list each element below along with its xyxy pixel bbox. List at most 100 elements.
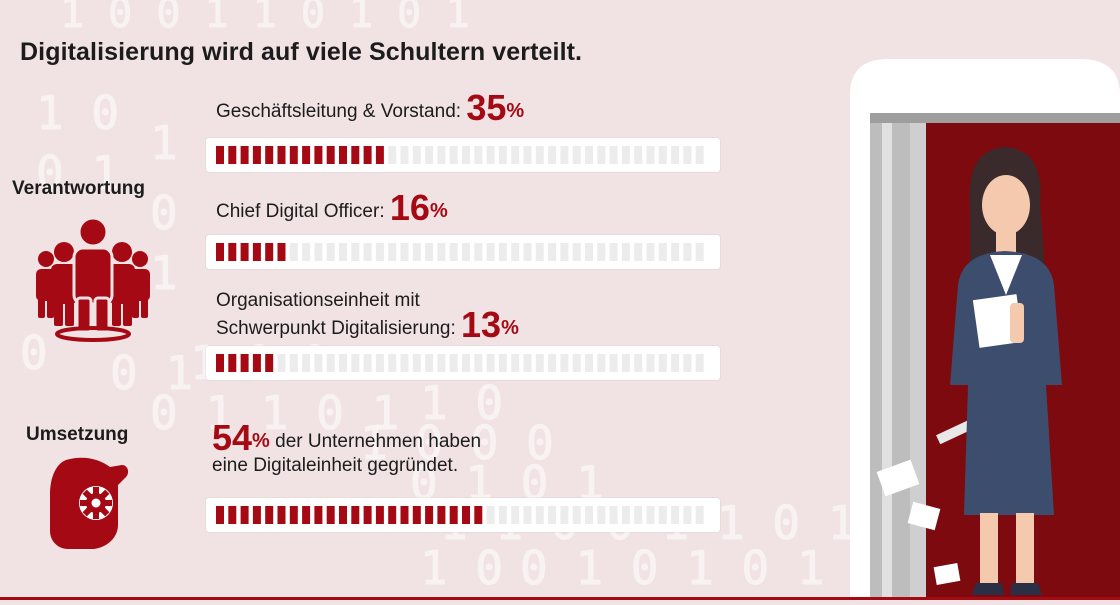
bar-segment-empty — [449, 354, 458, 372]
row-label-organisationseinheit: Organisationseinheit mit Schwerpunkt Dig… — [216, 289, 519, 343]
section-label-verantwortung: Verantwortung — [12, 178, 146, 199]
row-label-text: Chief Digital Officer: — [216, 201, 385, 222]
bar-segment-empty — [314, 354, 323, 372]
row-label-cdo: Chief Digital Officer: 16% — [216, 190, 448, 226]
bar-segment-empty — [572, 243, 581, 261]
bar-segment-empty — [339, 243, 347, 261]
bar-segment-filled — [289, 506, 298, 524]
bar-segment-empty — [634, 146, 643, 164]
bar-segment-empty — [560, 146, 569, 164]
bar-segment-filled — [277, 506, 286, 524]
bar-segment-filled — [326, 506, 335, 524]
row-text-line1: der Unternehmen haben — [269, 431, 482, 452]
bar-segment-filled — [449, 506, 458, 524]
percent-sign: % — [429, 200, 448, 222]
row-label-text: Geschäftsleitung & Vorstand: — [216, 101, 462, 122]
bar-segment-empty — [585, 146, 593, 164]
bar-segment-empty — [511, 354, 520, 372]
bar-segment-filled — [265, 146, 274, 164]
bar-segment-filled — [252, 354, 261, 372]
bar-segment-empty — [523, 146, 532, 164]
bar-segment-filled — [240, 243, 249, 261]
bar-segment-filled — [216, 506, 224, 524]
bar-segment-empty — [412, 354, 421, 372]
bar-segment-filled — [265, 243, 274, 261]
woman-in-door-illustration — [840, 55, 1120, 600]
bar-segment-filled — [228, 243, 237, 261]
bar-segment-empty — [683, 354, 692, 372]
bar-segment-empty — [302, 354, 311, 372]
bar-segment-empty — [474, 146, 483, 164]
bar-segment-empty — [511, 243, 520, 261]
bar-segment-filled — [240, 146, 249, 164]
bar-segment-empty — [449, 146, 458, 164]
bar-segment-empty — [523, 243, 532, 261]
bar-segment-empty — [695, 354, 704, 372]
bar-segment-empty — [572, 506, 581, 524]
bar-segment-empty — [634, 506, 643, 524]
bar-segment-empty — [437, 146, 446, 164]
bar-segment-empty — [425, 354, 434, 372]
bar-segment-empty — [634, 243, 643, 261]
row-label-digitaleinheit: 54% der Unternehmen haben eine Digitalei… — [212, 420, 482, 478]
bar-segment-empty — [363, 354, 372, 372]
bar-segment-empty — [585, 354, 593, 372]
bar-segment-empty — [535, 243, 544, 261]
percent-sign: % — [252, 430, 270, 452]
bar-segment-empty — [646, 354, 655, 372]
bar-segment-empty — [548, 243, 557, 261]
bar-segment-filled — [240, 354, 249, 372]
bar-segment-empty — [683, 243, 692, 261]
bar-segment-filled — [216, 243, 224, 261]
bar-segment-filled — [351, 506, 360, 524]
bar-segment-empty — [585, 243, 593, 261]
bar-segment-empty — [498, 354, 507, 372]
bar-segment-empty — [597, 354, 606, 372]
bar-cdo — [206, 235, 720, 269]
bar-segment-filled — [216, 354, 224, 372]
percent-value: 35 — [466, 87, 507, 128]
bar-segment-filled — [302, 146, 311, 164]
bar-segment-empty — [437, 354, 446, 372]
bar-segment-filled — [400, 506, 409, 524]
bar-segment-empty — [671, 243, 680, 261]
bar-organisationseinheit — [206, 346, 720, 380]
bar-segment-empty — [646, 243, 655, 261]
bar-segment-filled — [252, 243, 261, 261]
bar-segment-empty — [437, 243, 446, 261]
bar-segment-filled — [228, 354, 237, 372]
bar-segment-filled — [326, 146, 335, 164]
bar-segment-empty — [658, 506, 667, 524]
bar-segment-empty — [511, 146, 520, 164]
bar-segment-empty — [695, 506, 704, 524]
bar-segment-empty — [634, 354, 643, 372]
row-text-line2: eine Digitaleinheit gegründet. — [212, 455, 459, 476]
page-title: Digitalisierung wird auf viele Schultern… — [20, 38, 583, 66]
bar-segment-empty — [646, 506, 655, 524]
bar-segment-empty — [523, 506, 532, 524]
hand-gear-icon — [44, 455, 134, 560]
bar-segment-empty — [548, 506, 557, 524]
bar-segment-filled — [388, 506, 397, 524]
bar-segment-empty — [486, 243, 495, 261]
bar-segment-empty — [326, 243, 335, 261]
bar-segment-empty — [400, 146, 409, 164]
bar-segment-empty — [609, 243, 618, 261]
people-group-icon — [28, 214, 158, 349]
bar-segment-empty — [289, 243, 298, 261]
bar-segment-empty — [351, 243, 360, 261]
bar-segment-filled — [289, 146, 298, 164]
bar-segment-empty — [609, 146, 618, 164]
bar-segment-empty — [302, 243, 311, 261]
bar-segment-empty — [425, 146, 434, 164]
bar-segment-empty — [339, 354, 347, 372]
bar-segment-empty — [597, 146, 606, 164]
bar-digitaleinheit — [206, 498, 720, 532]
bar-segment-filled — [240, 506, 249, 524]
bar-segment-empty — [621, 506, 630, 524]
bar-segment-empty — [585, 506, 593, 524]
percent-sign: % — [501, 317, 519, 339]
bar-segment-empty — [462, 146, 470, 164]
bar-segment-empty — [572, 146, 581, 164]
bar-segment-empty — [671, 354, 680, 372]
